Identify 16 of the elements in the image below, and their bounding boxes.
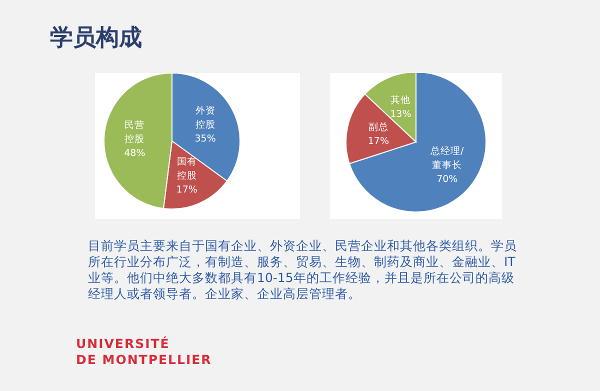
slice-label: 国有控股: [176, 156, 197, 182]
text: UNIVERSITÉ: [76, 336, 170, 351]
data-label: 13%: [390, 108, 412, 120]
slice-label: 民营控股: [124, 118, 145, 145]
data-label: 70%: [436, 174, 458, 185]
chart-title: 学员构成: [50, 24, 142, 53]
text: 目前学员主要来自于国有企业、外资企业、民营企业和其他各类组织。学员所在行业分布广泛，有制造、服务、贸易、生物、制药及商业、金融业、IT业等。他们中绝大多数都具有10-15年的工作经验，并且是所在公司的高级经理人或者领导者。企业家、企业高层管理者。: [88, 238, 518, 302]
text: DE MONTPELLIER: [76, 352, 212, 367]
slice-label: 外资控股: [195, 104, 216, 130]
data-label: 17%: [368, 136, 389, 147]
data-label: 35%: [194, 133, 216, 144]
slice-label: 其他: [390, 94, 411, 106]
slice-label: 副总: [368, 120, 388, 133]
slice-label: 总经理/董事长: [430, 144, 465, 171]
data-label: 48%: [124, 148, 146, 159]
data-label: 17%: [176, 184, 198, 196]
